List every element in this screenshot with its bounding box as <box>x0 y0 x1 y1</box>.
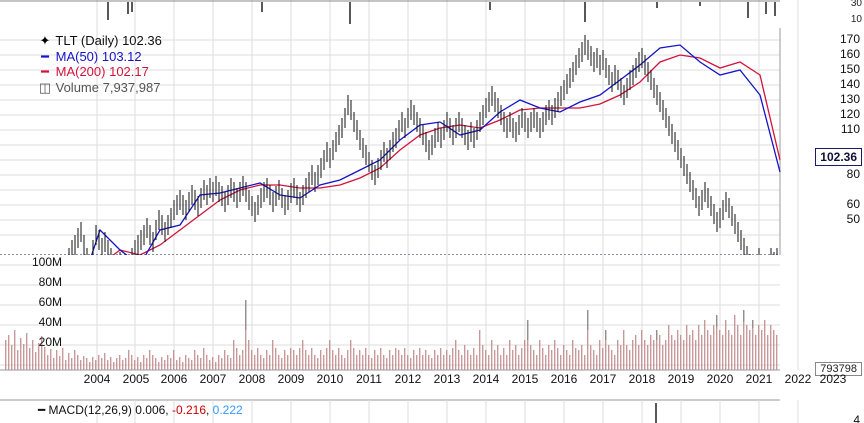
volume-tick-100m: 100M <box>4 255 62 269</box>
xaxis-year-2021: 2021 <box>744 372 774 386</box>
price-tick-140: 140 <box>840 77 860 91</box>
macd-title-prefix: ━ MACD(12,26,9) <box>38 403 135 417</box>
xaxis-year-2016: 2016 <box>549 372 579 386</box>
price-tick-80: 80 <box>847 167 860 181</box>
xaxis-year-2008: 2008 <box>237 372 267 386</box>
xaxis-year-2009: 2009 <box>276 372 306 386</box>
xaxis-year-2020: 2020 <box>705 372 735 386</box>
stock-chart-window: ✦ TLT (Daily) 102.36 ━ MA(50) 103.12 ━ M… <box>0 0 864 423</box>
price-tick-130: 130 <box>840 92 860 106</box>
xaxis-year-2014: 2014 <box>471 372 501 386</box>
price-tick-170: 170 <box>840 32 860 46</box>
volume-tick-80m: 80M <box>4 275 62 289</box>
current-price-tag[interactable]: 102.36 <box>815 148 862 166</box>
xaxis-year-2022: 2022 <box>783 372 813 386</box>
xaxis-year-2011: 2011 <box>354 372 384 386</box>
top-mini-panel-bg <box>0 0 864 28</box>
xaxis-year-2012: 2012 <box>393 372 423 386</box>
xaxis-year-2023: 2023 <box>818 372 848 386</box>
xaxis-year-2018: 2018 <box>627 372 657 386</box>
price-tick-60: 60 <box>847 197 860 211</box>
macd-comma-2: , <box>206 403 213 417</box>
xaxis-year-2015: 2015 <box>510 372 540 386</box>
chart-svg <box>0 0 864 423</box>
macd-signal-value: -0.216 <box>172 403 206 417</box>
macd-legend-row: ━ MACD(12,26,9) 0.006, -0.216, 0.222 <box>38 403 243 417</box>
price-tick-150: 150 <box>840 62 860 76</box>
macd-right-tick: 4 <box>853 413 860 423</box>
mini-panel-tick-30: 30 <box>851 0 862 9</box>
xaxis-year-2019: 2019 <box>666 372 696 386</box>
mini-panel-tick-10: 10 <box>851 14 862 25</box>
volume-tick-40m: 40M <box>4 315 62 329</box>
xaxis-year-2017: 2017 <box>588 372 618 386</box>
price-tick-160: 160 <box>840 47 860 61</box>
xaxis-year-2010: 2010 <box>315 372 345 386</box>
xaxis-year-2005: 2005 <box>121 372 151 386</box>
macd-hist-value: 0.222 <box>213 403 243 417</box>
price-tick-110: 110 <box>841 122 860 136</box>
xaxis-year-2004: 2004 <box>82 372 112 386</box>
macd-value: 0.006 <box>135 403 165 417</box>
xaxis-year-2007: 2007 <box>198 372 228 386</box>
volume-tick-20m: 20M <box>4 335 62 349</box>
xaxis-year-2013: 2013 <box>432 372 462 386</box>
xaxis-year-2006: 2006 <box>159 372 189 386</box>
price-tick-120: 120 <box>840 107 860 121</box>
price-tick-50: 50 <box>847 212 860 226</box>
macd-comma-1: , <box>165 403 172 417</box>
volume-tick-60m: 60M <box>4 295 62 309</box>
